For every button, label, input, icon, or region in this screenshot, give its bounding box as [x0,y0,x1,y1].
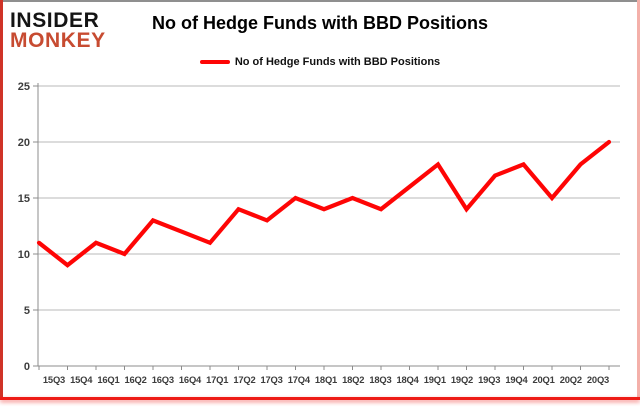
svg-text:17Q2: 17Q2 [233,374,255,385]
svg-text:10: 10 [18,249,30,261]
svg-text:20Q2: 20Q2 [560,374,582,385]
svg-text:17Q4: 17Q4 [288,374,311,385]
svg-text:17Q1: 17Q1 [206,374,228,385]
top-border [0,0,640,2]
left-border [0,0,3,399]
svg-text:19Q1: 19Q1 [424,374,446,385]
svg-text:16Q3: 16Q3 [152,374,174,385]
svg-text:0: 0 [24,361,30,373]
svg-text:16Q4: 16Q4 [179,374,202,385]
svg-text:20Q1: 20Q1 [533,374,555,385]
logo-word-insider: INSIDER [10,9,100,32]
svg-text:25: 25 [18,81,30,93]
bottom-border [0,397,640,400]
svg-text:18Q4: 18Q4 [397,374,420,385]
insider-monkey-logo: INSIDER MONKEY [10,9,106,52]
svg-text:18Q3: 18Q3 [369,374,391,385]
page-title: No of Hedge Funds with BBD Positions [152,13,488,33]
svg-text:5: 5 [24,305,30,317]
svg-text:16Q1: 16Q1 [97,374,119,385]
svg-text:19Q4: 19Q4 [505,374,528,385]
logo-word-monkey: MONKEY [10,29,106,52]
svg-text:20: 20 [18,137,30,149]
svg-text:19Q3: 19Q3 [478,374,500,385]
svg-text:18Q2: 18Q2 [342,374,364,385]
svg-text:15Q4: 15Q4 [70,374,93,385]
legend-label: No of Hedge Funds with BBD Positions [234,56,441,68]
svg-text:17Q3: 17Q3 [261,374,283,385]
svg-text:16Q2: 16Q2 [125,374,147,385]
svg-text:20Q3: 20Q3 [587,374,609,385]
right-border [637,0,640,399]
svg-text:18Q1: 18Q1 [315,374,337,385]
chart-legend: No of Hedge Funds with BBD Positions [0,56,640,68]
svg-text:15: 15 [18,193,30,205]
svg-text:15Q3: 15Q3 [43,374,65,385]
svg-text:19Q2: 19Q2 [451,374,473,385]
legend-line-swatch-icon [199,60,230,64]
